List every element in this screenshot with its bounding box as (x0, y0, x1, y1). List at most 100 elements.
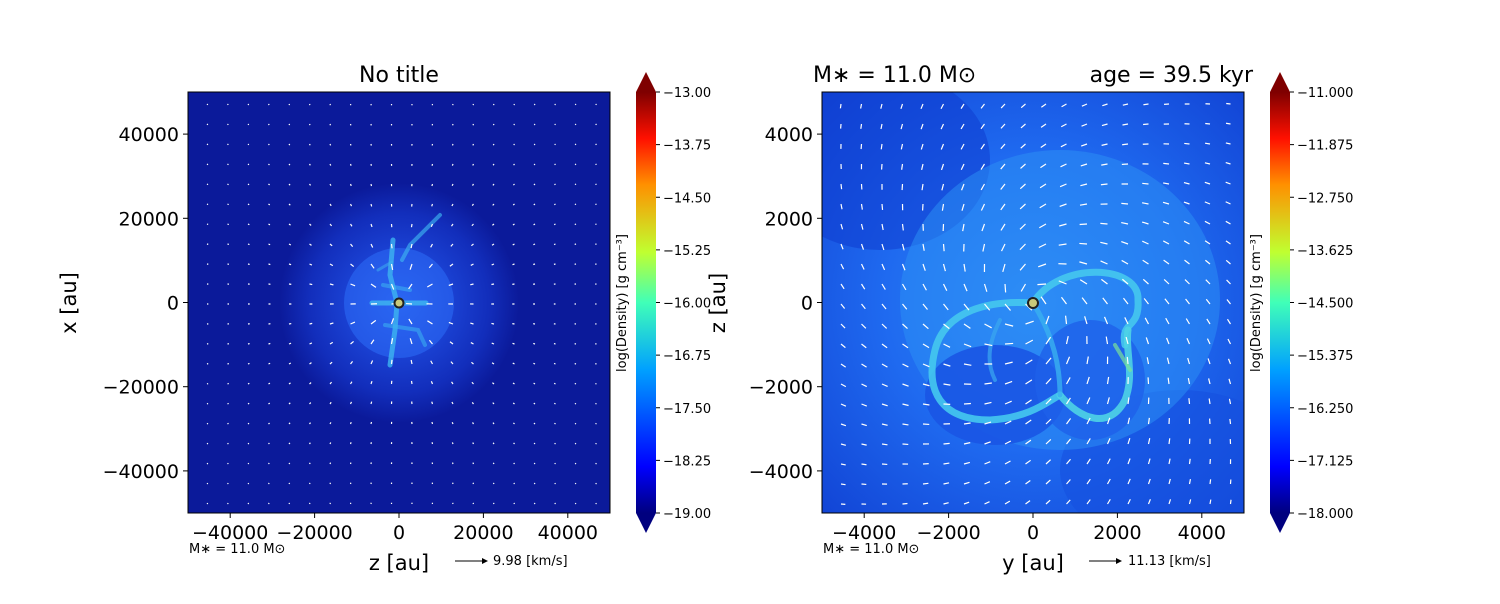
velocity-arrow (493, 104, 494, 105)
velocity-arrow (228, 383, 229, 384)
velocity-legend-right: 11.13 [km/s] (1089, 554, 1211, 569)
colorbar-label-left: log(Density) [g cm⁻³] (615, 234, 630, 372)
x-tick-label: 0 (1027, 522, 1039, 544)
velocity-arrow (1226, 123, 1230, 124)
x-axis-label-left: z [au] (369, 551, 429, 575)
velocity-arrow (207, 463, 208, 464)
velocity-arrow (923, 483, 928, 484)
velocity-arrow (513, 423, 514, 424)
velocity-arrow (596, 104, 597, 105)
arrow-legend-left: 9.98 [km/s] (493, 554, 568, 569)
velocity-arrow (596, 443, 597, 444)
velocity-arrow (533, 343, 535, 344)
velocity-arrow (1037, 284, 1046, 285)
velocity-arrow (1205, 123, 1210, 124)
velocity-arrow (554, 184, 555, 185)
velocity-arrow (207, 164, 208, 165)
velocity-arrow (575, 463, 576, 464)
velocity-arrow (902, 164, 903, 170)
velocity-arrow (371, 204, 372, 206)
velocity-arrow (1079, 243, 1087, 244)
velocity-arrow (575, 503, 576, 504)
footer-mass-right: M∗ = 11.0 M⊙ (823, 542, 919, 557)
velocity-arrow (1143, 104, 1148, 105)
velocity-arrow (289, 104, 290, 105)
velocity-arrow (882, 444, 887, 445)
velocity-arrow (882, 204, 883, 210)
velocity-arrow (575, 403, 576, 404)
velocity-arrow (1149, 418, 1150, 424)
velocity-arrow (330, 164, 331, 165)
velocity-arrow (555, 164, 556, 165)
footer-mass-left: M∗ = 11.0 M⊙ (189, 542, 285, 557)
y-tick-label: 40000 (119, 124, 179, 146)
y-tick-label: −2000 (749, 377, 813, 399)
velocity-arrow (289, 503, 290, 504)
velocity-arrow (1184, 143, 1189, 144)
velocity-arrow (841, 184, 842, 189)
velocity-arrow (207, 104, 208, 105)
velocity-arrow (289, 264, 291, 265)
velocity-arrow (862, 464, 867, 465)
velocity-arrow (289, 144, 290, 145)
y-axis-label-right: z [au] (706, 273, 730, 333)
velocity-arrow (452, 164, 453, 166)
velocity-arrow (289, 343, 291, 344)
velocity-legend-left: 9.98 [km/s] (455, 554, 568, 569)
velocity-arrow (432, 422, 433, 424)
velocity-arrow (330, 184, 331, 186)
velocity-arrow (1205, 143, 1210, 144)
velocity-arrow (1210, 500, 1211, 504)
velocity-arrow (1230, 419, 1231, 424)
velocity-arrow (575, 124, 576, 125)
velocity-arrow (351, 442, 352, 444)
velocity-arrow (269, 343, 271, 344)
velocity-arrow (269, 104, 270, 105)
velocity-arrow (575, 443, 576, 444)
velocity-arrow (248, 483, 249, 484)
velocity-arrow (514, 164, 515, 165)
velocity-arrow (513, 184, 514, 185)
velocity-arrow (596, 463, 597, 464)
velocity-arrow (452, 422, 453, 424)
velocity-arrow (452, 442, 453, 444)
colorbar-left: −13.00−13.75−14.50−15.25−16.00−16.75−17.… (615, 72, 711, 533)
velocity-arrow (595, 423, 596, 424)
velocity-arrow (269, 403, 270, 404)
velocity-arrow (207, 423, 208, 424)
velocity-arrow (514, 463, 515, 464)
velocity-arrow (513, 244, 515, 245)
velocity-arrow (289, 443, 290, 444)
velocity-arrow (473, 124, 474, 125)
colorbar-tick-label: −19.00 (663, 507, 711, 522)
colorbar-tick-label: −15.375 (1297, 349, 1353, 364)
colorbar-tick-label: −13.00 (663, 86, 711, 101)
velocity-arrow (248, 423, 249, 424)
velocity-arrow (1121, 203, 1128, 204)
velocity-arrow (554, 244, 555, 245)
velocity-arrow (1210, 479, 1211, 484)
velocity-arrow (514, 443, 515, 444)
velocity-arrow (269, 184, 270, 185)
velocity-arrow (575, 204, 576, 205)
velocity-arrow (1005, 343, 1013, 344)
velocity-arrow (1231, 500, 1232, 504)
y-tick-label: −20000 (103, 377, 179, 399)
velocity-arrow (1005, 284, 1006, 292)
colorbar-tick-label: −18.25 (663, 454, 711, 469)
arrow-legend-right: 11.13 [km/s] (1128, 554, 1211, 569)
velocity-arrow (493, 144, 494, 145)
velocity-arrow (207, 204, 208, 205)
velocity-arrow (310, 423, 311, 424)
velocity-arrow (228, 443, 229, 444)
velocity-arrow (248, 124, 249, 125)
velocity-arrow (228, 104, 229, 105)
velocity-arrow (228, 503, 229, 504)
velocity-arrow (248, 463, 249, 464)
velocity-arrow (514, 104, 515, 105)
velocity-arrow (473, 422, 474, 424)
velocity-arrow (575, 184, 576, 185)
y-axis-label-left: x [au] (57, 272, 81, 334)
x-tick-label: 40000 (538, 522, 598, 544)
